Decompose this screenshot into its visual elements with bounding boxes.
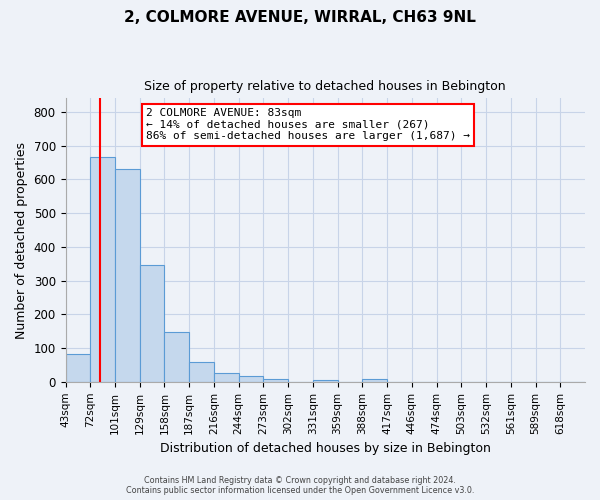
Bar [90, 158, 115, 382]
Bar [239, 376, 263, 382]
Title: Size of property relative to detached houses in Bebington: Size of property relative to detached ho… [145, 80, 506, 93]
Bar [362, 379, 387, 382]
Bar [214, 372, 239, 382]
Text: Contains HM Land Registry data © Crown copyright and database right 2024.
Contai: Contains HM Land Registry data © Crown c… [126, 476, 474, 495]
Bar [65, 354, 90, 382]
Text: 2 COLMORE AVENUE: 83sqm
← 14% of detached houses are smaller (267)
86% of semi-d: 2 COLMORE AVENUE: 83sqm ← 14% of detache… [146, 108, 470, 142]
X-axis label: Distribution of detached houses by size in Bebington: Distribution of detached houses by size … [160, 442, 491, 455]
Y-axis label: Number of detached properties: Number of detached properties [15, 142, 28, 338]
Bar [263, 379, 288, 382]
Bar [189, 362, 214, 382]
Bar [313, 380, 338, 382]
Bar [164, 332, 189, 382]
Text: 2, COLMORE AVENUE, WIRRAL, CH63 9NL: 2, COLMORE AVENUE, WIRRAL, CH63 9NL [124, 10, 476, 25]
Bar [140, 264, 164, 382]
Bar [115, 169, 140, 382]
